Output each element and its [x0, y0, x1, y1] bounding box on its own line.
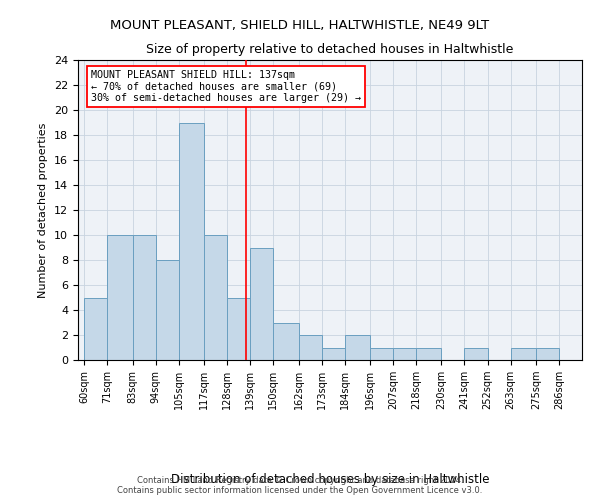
Bar [393, 348, 416, 360]
Bar [511, 348, 536, 360]
Bar [299, 335, 322, 360]
Bar [204, 235, 227, 360]
Bar [464, 348, 488, 360]
Text: Contains HM Land Registry data © Crown copyright and database right 2024.
Contai: Contains HM Land Registry data © Crown c… [118, 476, 482, 495]
Bar [416, 348, 442, 360]
Bar [322, 348, 345, 360]
Bar [536, 348, 559, 360]
Bar [370, 348, 393, 360]
Text: Distribution of detached houses by size in Haltwhistle: Distribution of detached houses by size … [171, 472, 489, 486]
Bar [345, 335, 370, 360]
Bar [85, 298, 107, 360]
Bar [227, 298, 250, 360]
Bar [107, 235, 133, 360]
Text: MOUNT PLEASANT SHIELD HILL: 137sqm
← 70% of detached houses are smaller (69)
30%: MOUNT PLEASANT SHIELD HILL: 137sqm ← 70%… [91, 70, 361, 103]
Text: MOUNT PLEASANT, SHIELD HILL, HALTWHISTLE, NE49 9LT: MOUNT PLEASANT, SHIELD HILL, HALTWHISTLE… [110, 20, 490, 32]
Bar [133, 235, 156, 360]
Bar [179, 122, 204, 360]
Bar [250, 248, 274, 360]
Bar [156, 260, 179, 360]
Title: Size of property relative to detached houses in Haltwhistle: Size of property relative to detached ho… [146, 43, 514, 56]
Y-axis label: Number of detached properties: Number of detached properties [38, 122, 49, 298]
Bar [274, 322, 299, 360]
